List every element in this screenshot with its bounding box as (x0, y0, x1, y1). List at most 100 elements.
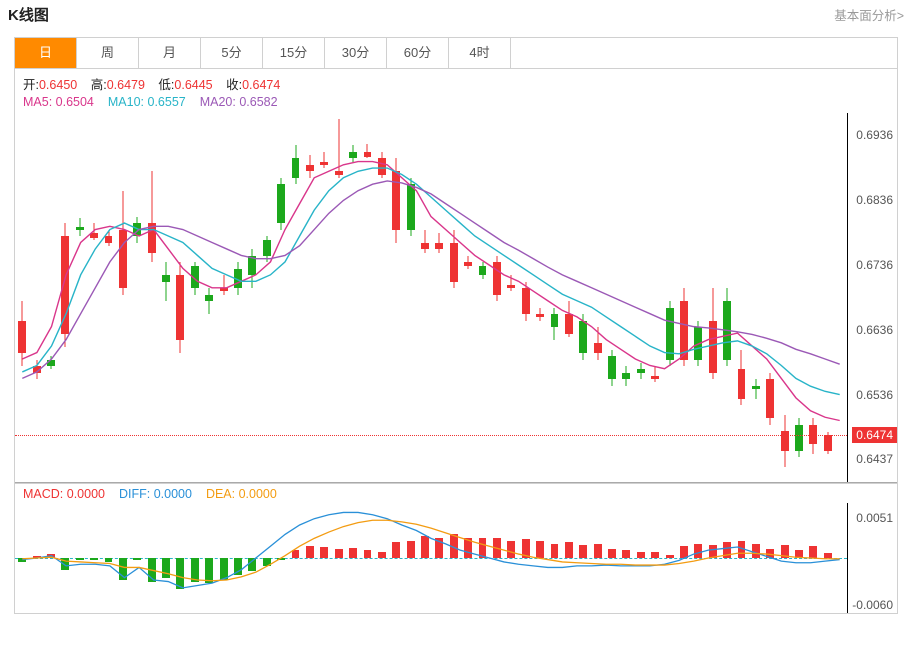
candle (105, 113, 113, 482)
candle (579, 113, 587, 482)
macd-bar (76, 558, 84, 560)
candle (608, 113, 616, 482)
candle (176, 113, 184, 482)
macd-row: MACD: 0.0000DIFF: 0.0000DEA: 0.0000 (15, 483, 897, 503)
macd-bar (450, 534, 458, 558)
candle (709, 113, 717, 482)
candle (435, 113, 443, 482)
macd-bar (723, 542, 731, 558)
candle (119, 113, 127, 482)
tab-4时[interactable]: 4时 (449, 38, 511, 68)
macd-bar (479, 538, 487, 558)
candle (450, 113, 458, 482)
macd-bar (651, 552, 659, 558)
candle (277, 113, 285, 482)
macd-bar (292, 550, 300, 558)
ma-row: MA5: 0.6504MA10: 0.6557MA20: 0.6582 (15, 93, 897, 113)
candle (493, 113, 501, 482)
high-value: 0.6479 (107, 78, 145, 92)
tab-60分[interactable]: 60分 (387, 38, 449, 68)
candle (752, 113, 760, 482)
macd-bar (176, 558, 184, 589)
tab-30分[interactable]: 30分 (325, 38, 387, 68)
tab-周[interactable]: 周 (77, 38, 139, 68)
macd-bar (306, 546, 314, 558)
timeframe-tabs: 日周月5分15分30分60分4时 (15, 38, 897, 69)
ma5-label: MA5: 0.6504 (23, 95, 94, 109)
macd-bar (119, 558, 127, 580)
candle (594, 113, 602, 482)
y-tick: 0.0051 (856, 511, 893, 525)
macd-bar (507, 541, 515, 558)
candle (551, 113, 559, 482)
diff-label: DIFF: 0.0000 (119, 487, 192, 501)
candlestick-chart[interactable]: 0.69360.68360.67360.66360.65360.64370.64… (15, 113, 897, 483)
macd-bar (709, 545, 717, 558)
macd-bar (781, 545, 789, 558)
macd-bar (594, 544, 602, 558)
y-tick: 0.6437 (856, 452, 893, 466)
open-label: 开: (23, 78, 39, 92)
candle (205, 113, 213, 482)
macd-bar (579, 545, 587, 558)
tab-日[interactable]: 日 (15, 38, 77, 68)
macd-bar (349, 548, 357, 558)
macd-bar (795, 550, 803, 558)
candle (536, 113, 544, 482)
candle (622, 113, 630, 482)
candle (47, 113, 55, 482)
ma20-label: MA20: 0.6582 (200, 95, 278, 109)
candle (464, 113, 472, 482)
candle (76, 113, 84, 482)
candle (18, 113, 26, 482)
candle (723, 113, 731, 482)
candle (824, 113, 832, 482)
candle (781, 113, 789, 482)
macd-bar (522, 539, 530, 558)
y-tick: 0.6936 (856, 128, 893, 142)
macd-bar (364, 550, 372, 558)
macd-bar (90, 558, 98, 560)
macd-bar (248, 558, 256, 571)
tab-5分[interactable]: 5分 (201, 38, 263, 68)
y-tick: 0.6536 (856, 388, 893, 402)
macd-bar (320, 547, 328, 558)
candle (694, 113, 702, 482)
macd-chart[interactable]: 0.0051-0.0060 (15, 503, 897, 613)
macd-bar (61, 558, 69, 570)
chart-container: 日周月5分15分30分60分4时 开:0.6450 高:0.6479 低:0.6… (14, 37, 898, 614)
candle (795, 113, 803, 482)
fundamental-link[interactable]: 基本面分析> (834, 5, 904, 24)
macd-bar (464, 538, 472, 558)
macd-bar (392, 542, 400, 558)
macd-bar (205, 558, 213, 583)
macd-bar (766, 549, 774, 558)
candle (565, 113, 573, 482)
macd-bar (407, 541, 415, 558)
macd-bar (752, 544, 760, 558)
candle (507, 113, 515, 482)
tab-15分[interactable]: 15分 (263, 38, 325, 68)
macd-bar (133, 558, 141, 560)
candle (320, 113, 328, 482)
macd-bar (680, 546, 688, 558)
candle (738, 113, 746, 482)
low-value: 0.6445 (174, 78, 212, 92)
macd-bar (622, 550, 630, 558)
close-label: 收: (226, 78, 242, 92)
y-tick: 0.6836 (856, 193, 893, 207)
macd-bar (421, 536, 429, 558)
candle (162, 113, 170, 482)
tab-月[interactable]: 月 (139, 38, 201, 68)
macd-label: MACD: 0.0000 (23, 487, 105, 501)
macd-bar (263, 558, 271, 566)
y-tick: 0.6636 (856, 323, 893, 337)
macd-bar (191, 558, 199, 582)
candle (666, 113, 674, 482)
candle (191, 113, 199, 482)
macd-bar (694, 544, 702, 558)
candle (133, 113, 141, 482)
macd-bar (608, 549, 616, 558)
macd-bar (738, 541, 746, 558)
macd-bar (47, 554, 55, 558)
